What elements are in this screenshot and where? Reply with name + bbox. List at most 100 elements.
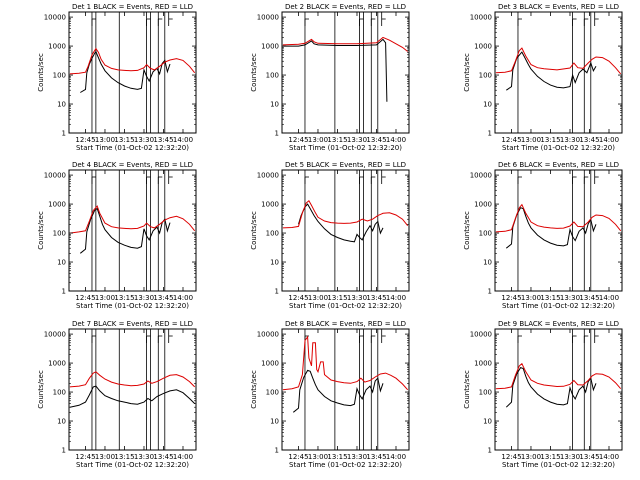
x-tick-label: 13:15	[540, 453, 560, 461]
x-axis-label: Start Time (01-Oct-02 12:32:20)	[76, 461, 189, 469]
x-tick-label: 13:45	[579, 453, 599, 461]
x-tick-label: 13:00	[95, 294, 115, 302]
x-tick-label: 12:45	[501, 453, 521, 461]
y-tick-label: 1	[275, 130, 279, 138]
x-tick-label: 13:30	[134, 453, 154, 461]
x-tick-label: 13:30	[560, 294, 580, 302]
panel-title: Det 7 BLACK = Events, RED = LLD	[72, 320, 193, 328]
detector-panel: Det 1 BLACK = Events, RED = LLD 1 10 100 100…	[37, 3, 197, 152]
lld-series-line	[69, 205, 196, 234]
y-tick-label: 1	[488, 288, 492, 296]
x-tick-label: 12:45	[501, 294, 521, 302]
y-tick-label: 10	[57, 259, 66, 267]
detector-panel: Det 2 BLACK = Events, RED = LLD 1 10 100 100…	[250, 3, 410, 152]
y-tick-label: 10000	[257, 172, 279, 180]
y-tick-label: 1000	[261, 201, 279, 209]
y-tick-label: 10000	[257, 331, 279, 339]
lld-series-line	[495, 203, 622, 233]
y-tick-label: 1000	[474, 201, 492, 209]
x-tick-label: 13:30	[134, 136, 154, 144]
x-tick-label: 14:00	[173, 453, 193, 461]
y-axis-label: Counts/sec	[250, 211, 258, 250]
y-tick-label: 1000	[48, 201, 66, 209]
y-tick-label: 1000	[261, 43, 279, 51]
y-tick-label: 10000	[470, 172, 492, 180]
y-tick-label: 1	[62, 130, 66, 138]
y-tick-label: 100	[266, 230, 279, 238]
events-series-line	[282, 38, 388, 102]
y-tick-label: 100	[53, 389, 66, 397]
x-tick-label: 12:45	[288, 294, 308, 302]
plot-frame	[281, 11, 410, 134]
y-axis-label: Counts/sec	[463, 53, 471, 92]
y-tick-label: 10	[57, 101, 66, 109]
detector-panel: Det 4 BLACK = Events, RED = LLD 1 10 100 100…	[37, 161, 197, 310]
x-tick-label: 13:45	[579, 136, 599, 144]
x-tick-label: 14:00	[386, 294, 406, 302]
y-tick-label: 100	[53, 230, 66, 238]
panel-title: Det 8 BLACK = Events, RED = LLD	[285, 320, 406, 328]
y-axis-label: Counts/sec	[250, 370, 258, 409]
lld-series-line	[282, 36, 409, 52]
y-tick-label: 1000	[48, 43, 66, 51]
y-tick-label: 10	[483, 259, 492, 267]
y-tick-label: 10000	[44, 14, 66, 22]
x-tick-label: 13:00	[521, 294, 541, 302]
x-axis-label: Start Time (01-Oct-02 12:32:20)	[289, 144, 402, 152]
y-tick-label: 100	[479, 230, 492, 238]
x-tick-label: 14:00	[386, 453, 406, 461]
y-tick-label: 1	[275, 447, 279, 455]
events-series-line	[79, 207, 171, 254]
lld-series-line	[69, 371, 196, 388]
x-tick-label: 14:00	[599, 136, 619, 144]
lld-series-line	[495, 47, 622, 75]
x-tick-label: 13:30	[347, 136, 367, 144]
x-tick-label: 13:45	[366, 453, 386, 461]
x-tick-label: 13:00	[95, 453, 115, 461]
plot-frame	[281, 169, 410, 292]
y-axis-label: Counts/sec	[463, 370, 471, 409]
y-tick-label: 1000	[48, 360, 66, 368]
events-series-line	[506, 51, 597, 91]
y-tick-label: 10000	[470, 331, 492, 339]
x-tick-label: 12:45	[75, 294, 95, 302]
x-tick-label: 12:45	[75, 136, 95, 144]
x-tick-label: 13:45	[153, 453, 173, 461]
x-tick-label: 13:00	[308, 453, 328, 461]
x-tick-label: 13:15	[540, 294, 560, 302]
lld-series-line	[282, 200, 409, 229]
detector-panel: Det 5 BLACK = Events, RED = LLD 1 10 100 100…	[250, 161, 410, 310]
x-tick-label: 13:45	[579, 294, 599, 302]
x-axis-label: Start Time (01-Oct-02 12:32:20)	[289, 302, 402, 310]
lld-series-line	[282, 335, 409, 391]
y-axis-label: Counts/sec	[37, 370, 45, 409]
x-tick-label: 14:00	[173, 294, 193, 302]
events-series-line	[298, 203, 384, 243]
y-axis-label: Counts/sec	[37, 53, 45, 92]
y-tick-label: 10000	[470, 14, 492, 22]
x-tick-label: 13:15	[114, 294, 134, 302]
x-tick-label: 14:00	[599, 453, 619, 461]
x-tick-label: 13:30	[560, 136, 580, 144]
plot-frame	[68, 328, 197, 451]
panel-title: Det 3 BLACK = Events, RED = LLD	[498, 3, 619, 11]
y-tick-label: 10000	[257, 14, 279, 22]
y-tick-label: 10	[270, 259, 279, 267]
panel-title: Det 9 BLACK = Events, RED = LLD	[498, 320, 619, 328]
plot-frame	[494, 11, 623, 134]
lld-series-line	[495, 362, 622, 390]
y-tick-label: 100	[53, 72, 66, 80]
x-tick-label: 13:30	[560, 453, 580, 461]
x-tick-label: 13:45	[366, 136, 386, 144]
y-tick-label: 100	[479, 72, 492, 80]
events-series-line	[505, 207, 597, 249]
panel-title: Det 6 BLACK = Events, RED = LLD	[498, 161, 619, 169]
panel-title: Det 4 BLACK = Events, RED = LLD	[72, 161, 193, 169]
panel-title: Det 2 BLACK = Events, RED = LLD	[285, 3, 406, 11]
x-tick-label: 14:00	[173, 136, 193, 144]
plot-frame	[494, 328, 623, 451]
x-tick-label: 13:15	[327, 453, 347, 461]
detector-panel: Det 3 BLACK = Events, RED = LLD 1 10 100 100…	[463, 3, 623, 152]
detector-panel: Det 7 BLACK = Events, RED = LLD 1 10 100 100…	[37, 320, 197, 469]
